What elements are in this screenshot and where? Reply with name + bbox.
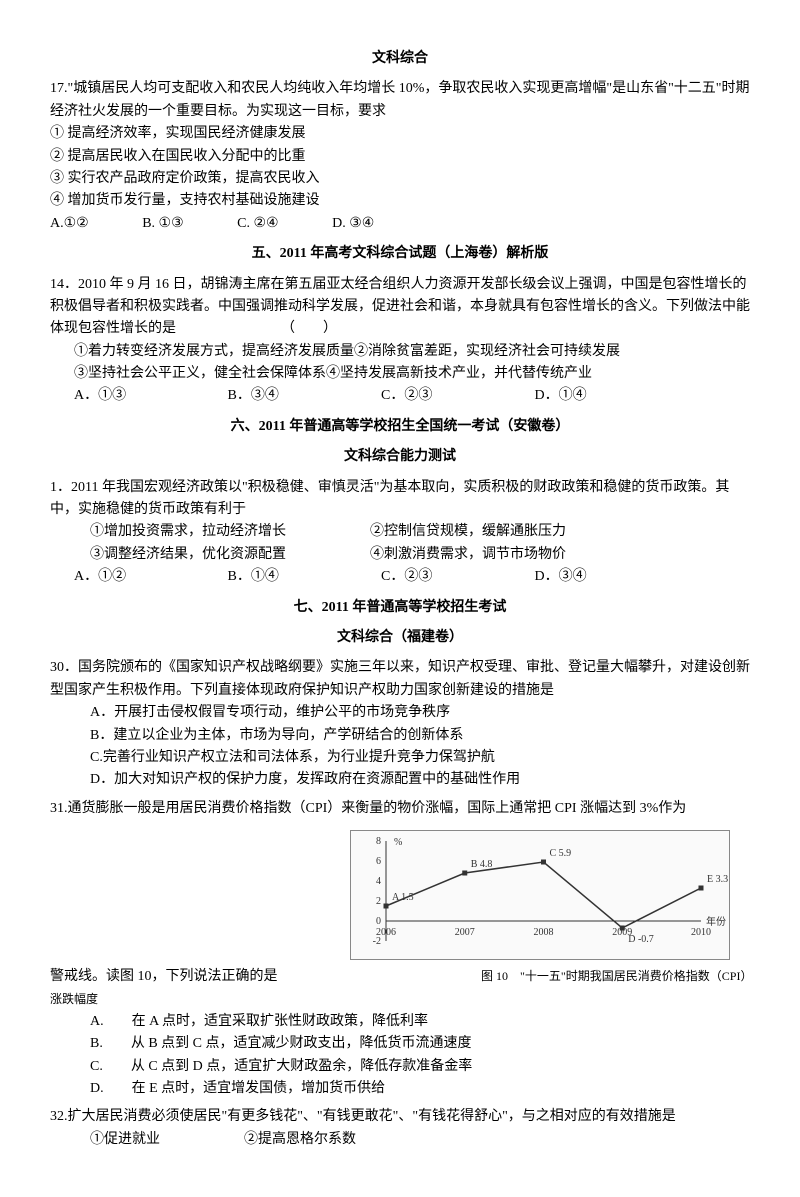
cpi-chart: -202468%20062007200820092010年份A 1.5B 4.8… bbox=[350, 830, 730, 960]
section-6-title: 六、2011 年普通高等学校招生全国统一考试（安徽卷） bbox=[50, 416, 750, 438]
question-1: 1．2011 年我国宏观经济政策以"积极稳健、审慎灵活"为基本取向，实质积极的财… bbox=[50, 477, 750, 589]
q30-item-c: C.完善行业知识产权立法和司法体系，为行业提升竞争力保驾护航 bbox=[50, 747, 750, 769]
q31-text2-row: 警戒线。读图 10，下列说法正确的是 图 10 "十一五"时期我国居民消费价格指… bbox=[50, 966, 750, 1011]
svg-text:8: 8 bbox=[376, 836, 381, 847]
q17-item1: ① 提高经济效率，实现国民经济健康发展 bbox=[50, 123, 750, 145]
q30-item-d: D．加大对知识产权的保护力度，发挥政府在资源配置中的基础性作用 bbox=[50, 769, 750, 791]
q14-opt-b: B．③④ bbox=[228, 385, 378, 407]
section-5-title: 五、2011 年高考文科综合试题（上海卷）解析版 bbox=[50, 243, 750, 265]
question-32: 32.扩大居民消费必须使居民"有更多钱花"、"有钱更敢花"、"有钱花得舒心"，与… bbox=[50, 1106, 750, 1151]
q14-text: 14．2010 年 9 月 16 日，胡锦涛主席在第五届亚太经合组织人力资源开发… bbox=[50, 274, 750, 341]
section-7-title: 七、2011 年普通高等学校招生考试 bbox=[50, 597, 750, 619]
q32-item1: ①促进就业 ②提高恩格尔系数 bbox=[50, 1129, 750, 1151]
q14-item1: ①着力转变经济发展方式，提高经济发展质量②消除贫富差距，实现经济社会可持续发展 bbox=[50, 341, 750, 363]
q17-opt-c: C. ②④ bbox=[237, 213, 278, 235]
svg-text:B 4.8: B 4.8 bbox=[471, 859, 493, 870]
q1-options: A．①② B．①④ C．②③ D．③④ bbox=[50, 566, 750, 588]
q17-options: A.①② B. ①③ C. ②④ D. ③④ bbox=[50, 213, 750, 235]
svg-text:6: 6 bbox=[376, 856, 381, 867]
q31-item-b: B. 从 B 点到 C 点，适宜减少财政支出，降低货币流通速度 bbox=[50, 1033, 750, 1055]
q1-opt-c: C．②③ bbox=[381, 566, 531, 588]
q14-opt-a: A．①③ bbox=[74, 385, 224, 407]
svg-text:E 3.3: E 3.3 bbox=[707, 874, 728, 885]
q17-opt-b: B. ①③ bbox=[142, 213, 183, 235]
q17-opt-a: A.①② bbox=[50, 213, 89, 235]
svg-text:D -0.7: D -0.7 bbox=[628, 934, 654, 945]
q1-item2: ③调整经济结果，优化资源配置 ④刺激消费需求，调节市场物价 bbox=[50, 544, 750, 566]
svg-text:2006: 2006 bbox=[376, 927, 396, 938]
q17-opt-d: D. ③④ bbox=[332, 213, 374, 235]
question-31: 31.通货膨胀一般是用居民消费价格指数（CPI）来衡量的物价涨幅，国际上通常把 … bbox=[50, 798, 750, 1101]
q1-item1: ①增加投资需求，拉动经济增长 ②控制信贷规模，缓解通胀压力 bbox=[50, 521, 750, 543]
q14-item2: ③坚持社会公平正义，健全社会保障体系④坚持发展高新技术产业，并代替传统产业 bbox=[50, 363, 750, 385]
q14-options: A．①③ B．③④ C．②③ D．①④ bbox=[50, 385, 750, 407]
page-header: 文科综合 bbox=[50, 48, 750, 70]
q31-text2: 警戒线。读图 10，下列说法正确的是 bbox=[50, 969, 278, 984]
q17-item3: ③ 实行农产品政府定价政策，提高农民收入 bbox=[50, 168, 750, 190]
q14-opt-c: C．②③ bbox=[381, 385, 531, 407]
question-14: 14．2010 年 9 月 16 日，胡锦涛主席在第五届亚太经合组织人力资源开发… bbox=[50, 274, 750, 408]
svg-text:A 1.5: A 1.5 bbox=[392, 892, 414, 903]
svg-text:2007: 2007 bbox=[455, 927, 475, 938]
svg-text:年份: 年份 bbox=[706, 915, 726, 928]
q1-text: 1．2011 年我国宏观经济政策以"积极稳健、审慎灵活"为基本取向，实质积极的财… bbox=[50, 477, 750, 522]
q31-item-a: A. 在 A 点时，适宜采取扩张性财政政策，降低利率 bbox=[50, 1011, 750, 1033]
q31-item-d: D. 在 E 点时，适宜增发国债，增加货币供给 bbox=[50, 1078, 750, 1100]
q30-item-a: A．开展打击侵权假冒专项行动，维护公平的市场竞争秩序 bbox=[50, 702, 750, 724]
q32-text: 32.扩大居民消费必须使居民"有更多钱花"、"有钱更敢花"、"有钱花得舒心"，与… bbox=[50, 1106, 750, 1128]
q31-text: 31.通货膨胀一般是用居民消费价格指数（CPI）来衡量的物价涨幅，国际上通常把 … bbox=[50, 798, 750, 820]
svg-text:C 5.9: C 5.9 bbox=[550, 848, 572, 859]
svg-text:4: 4 bbox=[376, 876, 381, 887]
question-30: 30．国务院颁布的《国家知识产权战略纲要》实施三年以来，知识产权受理、审批、登记… bbox=[50, 657, 750, 791]
question-17: 17."城镇居民人均可支配收入和农民人均纯收入年均增长 10%，争取农民收入实现… bbox=[50, 78, 750, 235]
q1-opt-d: D．③④ bbox=[535, 566, 685, 588]
q31-item-c: C. 从 C 点到 D 点，适宜扩大财政盈余，降低存款准备金率 bbox=[50, 1056, 750, 1078]
section-7-subtitle: 文科综合（福建卷） bbox=[50, 627, 750, 649]
q17-item4: ④ 增加货币发行量，支持农村基础设施建设 bbox=[50, 190, 750, 212]
svg-text:2010: 2010 bbox=[691, 927, 711, 938]
q1-opt-a: A．①② bbox=[74, 566, 224, 588]
section-6-subtitle: 文科综合能力测试 bbox=[50, 446, 750, 468]
q1-opt-b: B．①④ bbox=[228, 566, 378, 588]
q30-text: 30．国务院颁布的《国家知识产权战略纲要》实施三年以来，知识产权受理、审批、登记… bbox=[50, 657, 750, 702]
q30-item-b: B．建立以企业为主体，市场为导向，产学研结合的创新体系 bbox=[50, 725, 750, 747]
svg-text:%: % bbox=[394, 837, 402, 848]
cpi-chart-svg: -202468%20062007200820092010年份A 1.5B 4.8… bbox=[351, 831, 731, 961]
q17-item2: ② 提高居民收入在国民收入分配中的比重 bbox=[50, 146, 750, 168]
svg-text:0: 0 bbox=[376, 916, 381, 927]
q17-text: 17."城镇居民人均可支配收入和农民人均纯收入年均增长 10%，争取农民收入实现… bbox=[50, 78, 750, 123]
svg-text:2: 2 bbox=[376, 896, 381, 907]
q14-opt-d: D．①④ bbox=[535, 385, 685, 407]
svg-text:2008: 2008 bbox=[534, 927, 554, 938]
